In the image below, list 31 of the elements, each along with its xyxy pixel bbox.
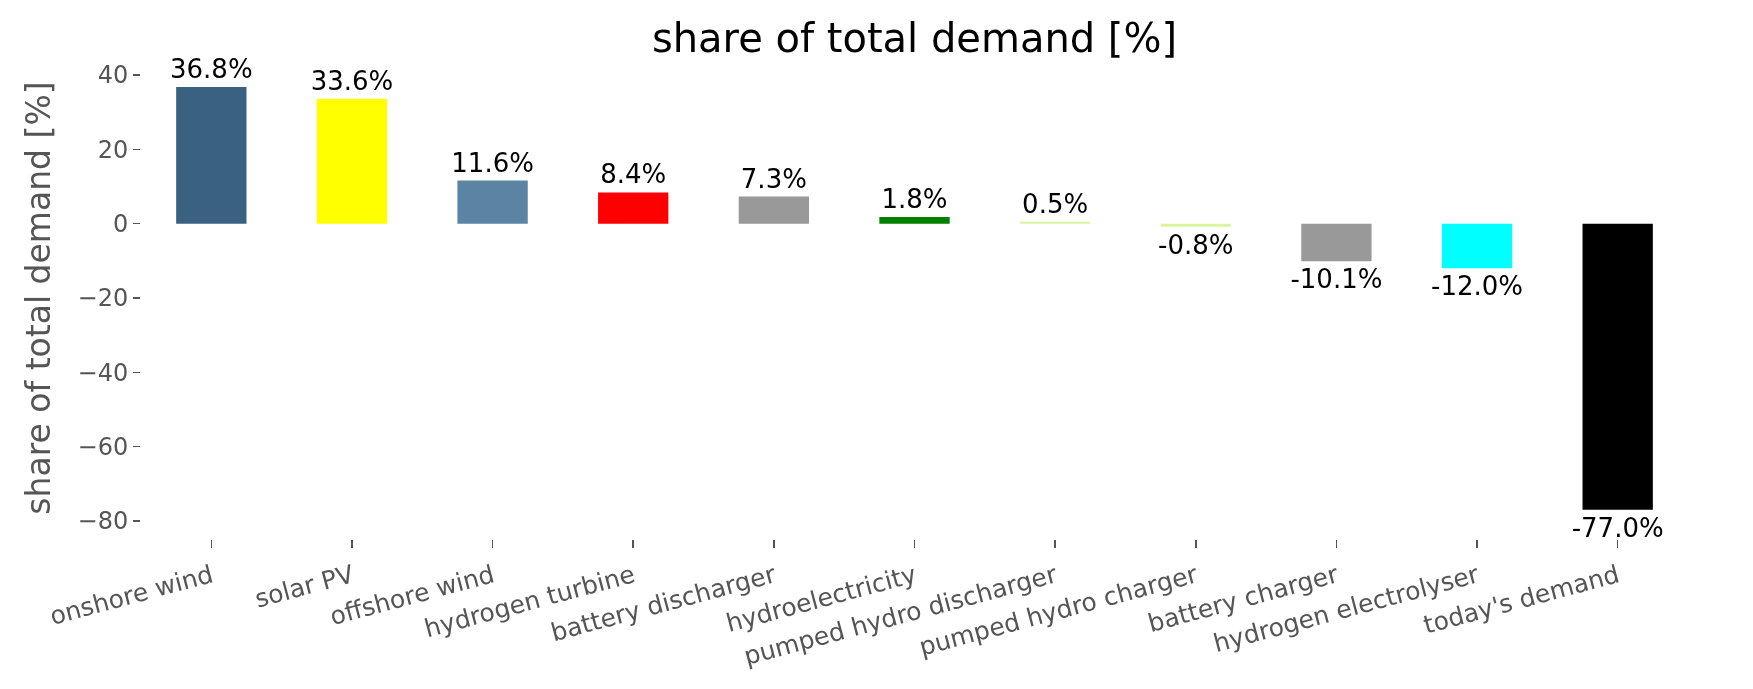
- bar: [738, 196, 810, 224]
- bar: [879, 216, 950, 224]
- y-tick-label: −60: [77, 433, 129, 462]
- data-label: -12.0%: [1431, 271, 1524, 302]
- data-label: 8.4%: [600, 159, 667, 190]
- chart-title: share of total demand [%]: [651, 15, 1178, 61]
- y-axis-title: share of total demand [%]: [19, 81, 59, 515]
- y-tick-label: −80: [77, 507, 129, 536]
- y-tick-label: 0: [112, 210, 129, 239]
- bar: [598, 192, 669, 224]
- data-label: 36.8%: [170, 53, 253, 84]
- data-label: 1.8%: [881, 183, 948, 214]
- bar: [1441, 223, 1513, 269]
- data-label: 0.5%: [1022, 188, 1089, 219]
- y-tick-label: −40: [77, 358, 129, 387]
- bar: [176, 86, 247, 224]
- data-label: 7.3%: [740, 163, 807, 194]
- bar: [1160, 223, 1231, 227]
- data-label: -10.1%: [1290, 264, 1383, 295]
- bar: [1301, 223, 1372, 262]
- data-label: -77.0%: [1571, 512, 1664, 543]
- data-label: 11.6%: [451, 147, 534, 178]
- data-label: -0.8%: [1158, 229, 1234, 260]
- y-tick-label: 20: [97, 135, 129, 164]
- y-tick-label: −20: [77, 284, 129, 313]
- x-tick-label: onshore wind: [46, 559, 217, 631]
- y-tick-label: 40: [97, 61, 129, 90]
- bar: [316, 98, 388, 224]
- bar: [1582, 223, 1653, 510]
- bar: [457, 180, 528, 224]
- data-label: 33.6%: [310, 65, 394, 96]
